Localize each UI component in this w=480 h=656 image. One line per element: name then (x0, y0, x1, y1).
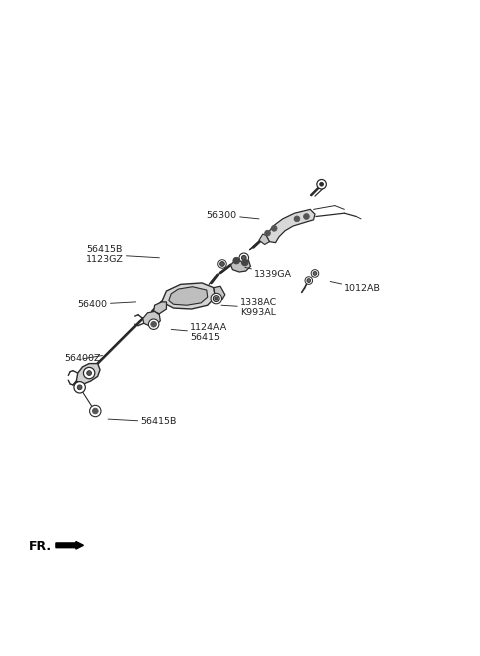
Text: 1339GA: 1339GA (245, 267, 292, 279)
Text: 1338AC
K993AL: 1338AC K993AL (221, 298, 277, 318)
Text: 56400: 56400 (78, 300, 136, 309)
Circle shape (307, 279, 311, 283)
Circle shape (241, 255, 246, 260)
Circle shape (219, 262, 224, 266)
Polygon shape (143, 312, 160, 325)
Circle shape (241, 259, 248, 266)
Circle shape (151, 321, 156, 327)
Circle shape (211, 293, 221, 304)
Polygon shape (154, 302, 167, 314)
Circle shape (93, 408, 98, 414)
Polygon shape (266, 209, 315, 243)
FancyArrow shape (56, 541, 84, 549)
Circle shape (320, 182, 324, 186)
Circle shape (218, 260, 226, 268)
Polygon shape (76, 363, 100, 384)
Text: 56415B
1123GZ: 56415B 1123GZ (86, 245, 159, 264)
Circle shape (294, 216, 300, 222)
Circle shape (239, 253, 249, 262)
Circle shape (305, 277, 312, 284)
Text: 1124AA
56415: 1124AA 56415 (171, 323, 228, 342)
Text: 1012AB: 1012AB (330, 281, 381, 293)
Text: 56400Z: 56400Z (64, 354, 102, 363)
Circle shape (87, 371, 92, 375)
Circle shape (271, 226, 277, 231)
Polygon shape (162, 283, 216, 309)
Polygon shape (169, 287, 208, 305)
Circle shape (313, 272, 317, 276)
Circle shape (90, 405, 101, 417)
Circle shape (77, 385, 82, 390)
Polygon shape (259, 234, 269, 245)
Circle shape (74, 382, 85, 393)
Circle shape (84, 367, 95, 379)
Circle shape (317, 180, 326, 189)
Text: 56415B: 56415B (108, 417, 177, 426)
Circle shape (148, 319, 159, 329)
Text: FR.: FR. (29, 540, 52, 553)
Circle shape (311, 270, 319, 277)
Circle shape (214, 296, 219, 301)
Circle shape (233, 257, 240, 264)
Polygon shape (214, 286, 225, 300)
Polygon shape (230, 258, 251, 272)
Text: 56300: 56300 (207, 211, 259, 220)
Circle shape (215, 297, 218, 300)
Circle shape (264, 230, 270, 236)
Circle shape (303, 214, 309, 219)
